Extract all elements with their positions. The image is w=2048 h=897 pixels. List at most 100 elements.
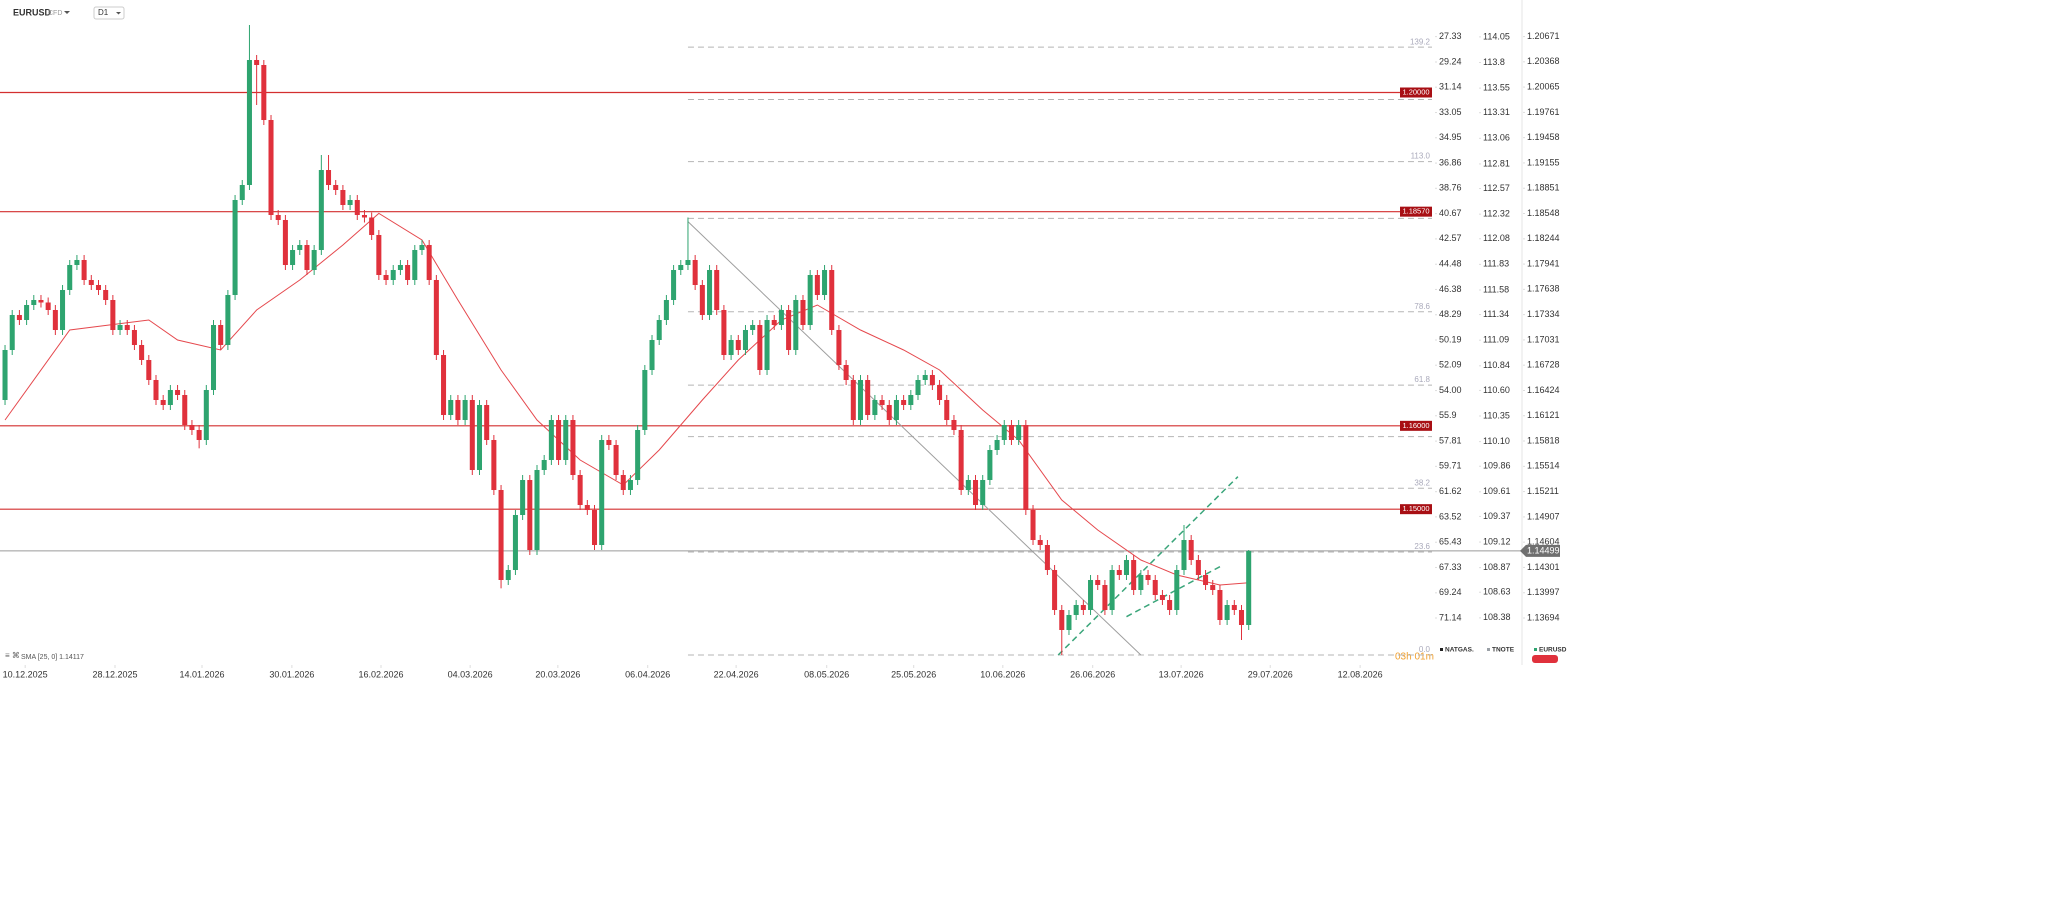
x-tick-label: 28.12.2025 [92,669,137,679]
timeframe-select[interactable] [93,6,125,20]
candle-body [1145,575,1151,580]
y-tick-label: 108.87 [1483,562,1511,572]
candle-body [1030,510,1036,540]
candle-body [879,400,885,405]
y-tick-label: 1.16424 [1527,385,1560,395]
y-tick-label: 57.81 [1439,435,1462,445]
y-tick-label: 48.29 [1439,309,1462,319]
timeframe[interactable]: D1 [98,8,109,17]
candle-body [814,275,820,295]
x-tick-label: 13.07.2026 [1159,669,1204,679]
legend-label: TNOTE [1492,647,1515,654]
legend-swatch [1440,648,1443,651]
candle-body [1131,560,1137,590]
candle-body [175,390,181,395]
candle-body [1088,580,1094,610]
candle-body [1152,580,1158,595]
y-tick-label: 1.19458 [1527,132,1560,142]
trend-line [1126,566,1221,618]
candle-body [225,295,231,345]
y-tick-label: 61.62 [1439,486,1462,496]
candle-body [771,320,777,325]
candle-body [45,302,51,310]
candle-body [584,505,590,510]
candle-body [908,395,914,405]
candle-body [469,400,475,470]
candle-body [146,360,152,380]
y-tick-label: 40.67 [1439,208,1462,218]
y-tick-label: 29.24 [1439,56,1462,66]
y-tick-label: 109.12 [1483,536,1511,546]
candle-body [282,220,288,265]
badge[interactable] [1532,655,1558,663]
dropdown-caret[interactable] [64,11,70,14]
candle-body [663,300,669,320]
level-tag [1400,206,1432,217]
candle-body [1195,560,1201,575]
candle-body [606,440,612,445]
candle-body [829,270,835,330]
candle-body [893,400,899,420]
x-tick-label: 10.06.2026 [980,669,1025,679]
y-tick-label: 50.19 [1439,334,1462,344]
candle-body [60,290,66,330]
candle-body [714,270,720,310]
candle-body [139,345,145,360]
candle-body [103,290,109,300]
candle-body [548,420,554,460]
current-price-badge [1520,544,1560,557]
y-tick-label: 1.17638 [1527,284,1560,294]
y-tick-label: 111.58 [1483,284,1509,294]
candle-body [793,300,799,350]
candle-body [570,420,576,475]
candle-body [591,510,598,545]
candle-body [182,395,188,425]
candle-body [484,405,490,440]
candle-body [965,480,971,490]
candle-body [857,380,864,420]
candle-body [232,200,238,295]
candle-body [764,320,770,370]
candle-body [1181,540,1187,570]
candle-body [290,250,296,265]
y-tick-label: 1.17031 [1527,334,1560,344]
candle-body [189,425,195,430]
y-tick-label: 1.13997 [1527,587,1560,597]
candle-body [1059,610,1065,630]
symbol[interactable]: EURUSD [13,7,52,17]
dropdown-caret[interactable] [116,12,121,15]
x-tick-label: 30.01.2026 [269,669,314,679]
y-tick-label: 112.81 [1483,158,1510,168]
candle-body [347,200,353,205]
candle-body [498,490,504,580]
candle-body [31,300,37,305]
y-tick-label: 36.86 [1439,157,1462,167]
candle-body [354,200,360,215]
legend-swatch [1534,648,1537,651]
legend-swatch [1487,648,1490,651]
indicator-icon[interactable]: ≡ ⌘ [5,651,20,660]
candle-body [67,265,73,290]
candle-body [24,305,30,320]
candle-body [1023,425,1029,510]
y-tick-label: 110.60 [1483,385,1510,395]
x-tick-label: 29.07.2026 [1248,669,1293,679]
candle-body [1066,615,1072,630]
candle-body [311,250,317,270]
y-tick-label: 111.34 [1483,309,1509,319]
x-tick-label: 20.03.2026 [535,669,580,679]
candle-body [577,475,583,505]
candle-body [778,310,784,325]
level-label: 1.16000 [1402,421,1429,430]
y-tick-label: 110.10 [1483,436,1510,446]
candle-body [2,350,8,400]
candle-body [534,470,540,550]
candle-body [1188,540,1194,560]
candle-body [1080,605,1086,610]
candle-body [556,420,562,460]
y-tick-label: 1.16121 [1527,410,1560,420]
y-tick-label: 1.14907 [1527,511,1560,521]
candle-body [620,475,626,490]
legend-label: NATGAS. [1445,647,1474,654]
y-tick-label: 113.55 [1483,82,1510,92]
